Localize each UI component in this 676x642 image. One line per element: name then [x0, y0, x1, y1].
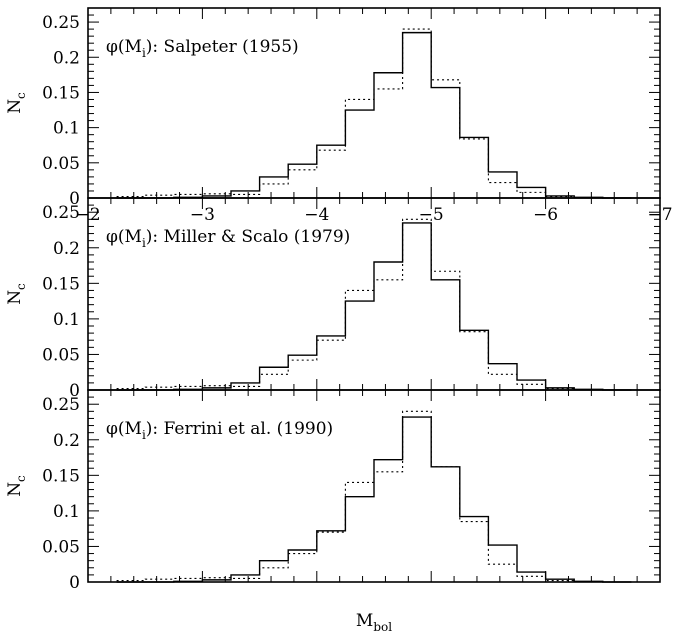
- y-tick-label: 0.1: [53, 310, 80, 330]
- y-tick-label: 0: [69, 381, 80, 401]
- y-tick-label: 0: [69, 189, 80, 209]
- y-tick-label: 0.1: [53, 119, 80, 139]
- y-tick-label: 0.25: [42, 395, 80, 415]
- y-tick-label: 0.15: [42, 466, 80, 486]
- y-tick-label: 0.2: [53, 48, 80, 68]
- x-tick-label: −4: [304, 205, 329, 225]
- panel-annotation: φ(Mi): Miller & Scalo (1979): [106, 227, 350, 250]
- y-tick-label: 0.05: [42, 537, 80, 557]
- panels: 00.050.10.150.20.25−2 −3 −4 −5 −6 −7φ(Mi): Sa…: [42, 7, 673, 593]
- y-tick-label: 0.2: [53, 431, 80, 451]
- panel-annotation: φ(Mi): Ferrini et al. (1990): [106, 419, 333, 442]
- y-axis-label-bottom: Nc: [5, 475, 28, 497]
- x-tick-label: −6: [533, 205, 558, 225]
- histogram-dotted: [116, 28, 632, 199]
- panel-1: 0 0.05 0.1 0.15 0.2 0.25 φ(Mi): Miller & Scalo…: [42, 197, 661, 401]
- y-tick-label: 0.1: [53, 502, 80, 522]
- histogram-solid: [116, 31, 632, 199]
- y-tick-label: 0.25: [42, 203, 80, 223]
- y-tick-label: 0.05: [42, 154, 80, 174]
- panel-annotation: φ(Mi): Salpeter (1955): [106, 37, 299, 60]
- y-tick-label: 0.15: [42, 83, 80, 103]
- y-axis-label-top: Nc: [5, 92, 28, 114]
- y-tick-label: 0: [69, 573, 80, 593]
- y-tick-label: 0.05: [42, 345, 80, 365]
- x-tick-label: −5: [419, 205, 444, 225]
- axis-labels: Nc Nc Nc Mbol: [5, 92, 392, 634]
- y-tick-label: 0.15: [42, 274, 80, 294]
- x-axis-label: Mbol: [356, 611, 392, 634]
- histogram-solid: [116, 222, 632, 391]
- panel-0: 00.050.10.150.20.25−2 −3 −4 −5 −6 −7φ(Mi): Sa…: [42, 7, 673, 225]
- y-tick-label: 0.25: [42, 13, 80, 33]
- y-tick-label: 0.2: [53, 239, 80, 259]
- panel-2: 0 0.05 0.1 0.15 0.2 0.25 φ(Mi): Ferrini et al.…: [42, 389, 661, 593]
- histogram-dotted: [116, 410, 632, 583]
- x-tick-label: −3: [190, 205, 215, 225]
- panel-frame: [87, 389, 661, 583]
- y-axis-label-middle: Nc: [5, 283, 28, 305]
- histogram-dotted: [116, 218, 632, 391]
- histogram-solid: [116, 416, 632, 583]
